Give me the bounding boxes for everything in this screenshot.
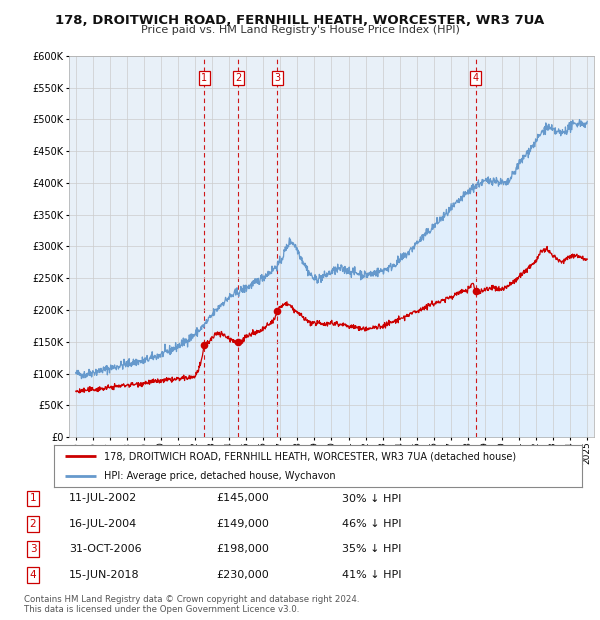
Text: 41% ↓ HPI: 41% ↓ HPI <box>342 570 401 580</box>
Text: £230,000: £230,000 <box>216 570 269 580</box>
Text: 46% ↓ HPI: 46% ↓ HPI <box>342 519 401 529</box>
Text: 1: 1 <box>29 494 37 503</box>
Text: £198,000: £198,000 <box>216 544 269 554</box>
Text: 178, DROITWICH ROAD, FERNHILL HEATH, WORCESTER, WR3 7UA: 178, DROITWICH ROAD, FERNHILL HEATH, WOR… <box>55 14 545 27</box>
Text: 16-JUL-2004: 16-JUL-2004 <box>69 519 137 529</box>
Text: This data is licensed under the Open Government Licence v3.0.: This data is licensed under the Open Gov… <box>24 604 299 614</box>
Text: 31-OCT-2006: 31-OCT-2006 <box>69 544 142 554</box>
Text: 3: 3 <box>274 73 281 83</box>
Text: 35% ↓ HPI: 35% ↓ HPI <box>342 544 401 554</box>
Text: 2: 2 <box>29 519 37 529</box>
Text: 3: 3 <box>29 544 37 554</box>
Text: 4: 4 <box>29 570 37 580</box>
Text: 4: 4 <box>472 73 479 83</box>
Text: 2: 2 <box>235 73 242 83</box>
Text: Price paid vs. HM Land Registry's House Price Index (HPI): Price paid vs. HM Land Registry's House … <box>140 25 460 35</box>
Text: £145,000: £145,000 <box>216 494 269 503</box>
Text: 30% ↓ HPI: 30% ↓ HPI <box>342 494 401 503</box>
Text: 15-JUN-2018: 15-JUN-2018 <box>69 570 140 580</box>
Text: HPI: Average price, detached house, Wychavon: HPI: Average price, detached house, Wych… <box>104 471 336 481</box>
Text: £149,000: £149,000 <box>216 519 269 529</box>
Text: Contains HM Land Registry data © Crown copyright and database right 2024.: Contains HM Land Registry data © Crown c… <box>24 595 359 604</box>
Text: 1: 1 <box>201 73 207 83</box>
Text: 11-JUL-2002: 11-JUL-2002 <box>69 494 137 503</box>
Text: 178, DROITWICH ROAD, FERNHILL HEATH, WORCESTER, WR3 7UA (detached house): 178, DROITWICH ROAD, FERNHILL HEATH, WOR… <box>104 451 516 461</box>
